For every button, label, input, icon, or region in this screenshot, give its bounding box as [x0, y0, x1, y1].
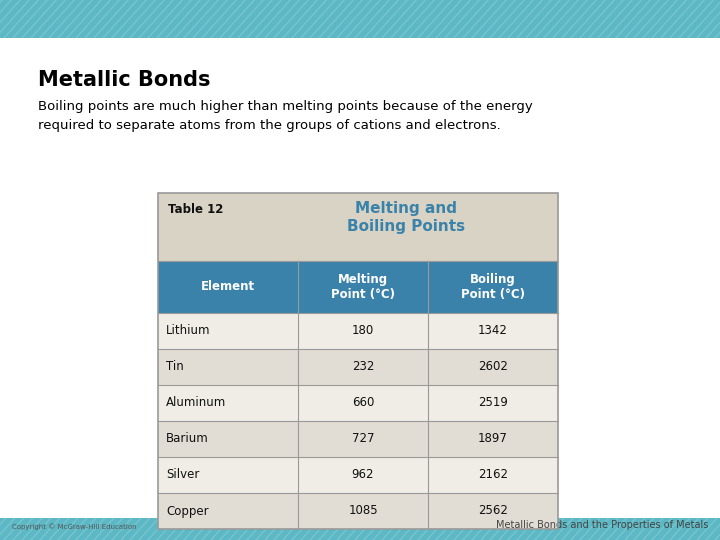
Text: Copper: Copper [166, 504, 209, 517]
Text: 2519: 2519 [478, 396, 508, 409]
Text: 1085: 1085 [348, 504, 378, 517]
Text: Boiling points are much higher than melting points because of the energy
require: Boiling points are much higher than melt… [38, 100, 533, 132]
Text: Silver: Silver [166, 469, 199, 482]
Bar [158, 193, 558, 261]
Text: 727: 727 [352, 433, 374, 446]
Text: Element: Element [201, 280, 255, 294]
Bar [158, 313, 558, 349]
Text: Tin: Tin [166, 361, 184, 374]
Text: Metallic Bonds: Metallic Bonds [38, 70, 210, 90]
Bar [0, 518, 720, 540]
Text: 1897: 1897 [478, 433, 508, 446]
Bar [158, 421, 558, 457]
Text: 2602: 2602 [478, 361, 508, 374]
Text: Barium: Barium [166, 433, 209, 446]
Bar [158, 349, 558, 385]
Text: Copyright © McGraw-Hill Education: Copyright © McGraw-Hill Education [12, 523, 137, 530]
Text: 2562: 2562 [478, 504, 508, 517]
Text: Lithium: Lithium [166, 325, 210, 338]
Text: Aluminum: Aluminum [166, 396, 226, 409]
Bar [158, 385, 558, 421]
Bar [158, 193, 558, 529]
Text: Melting and
Boiling Points: Melting and Boiling Points [347, 201, 465, 234]
Text: 232: 232 [352, 361, 374, 374]
Text: 1342: 1342 [478, 325, 508, 338]
Bar [158, 493, 558, 529]
Text: 180: 180 [352, 325, 374, 338]
Text: 2162: 2162 [478, 469, 508, 482]
Text: Metallic Bonds and the Properties of Metals: Metallic Bonds and the Properties of Met… [495, 520, 708, 530]
Bar [0, 0, 720, 38]
Text: Boiling
Point (°C): Boiling Point (°C) [461, 273, 525, 301]
Text: Table 12: Table 12 [168, 203, 223, 216]
Bar [158, 261, 558, 313]
Bar [158, 457, 558, 493]
Text: 962: 962 [352, 469, 374, 482]
Text: 660: 660 [352, 396, 374, 409]
Text: Melting
Point (°C): Melting Point (°C) [331, 273, 395, 301]
